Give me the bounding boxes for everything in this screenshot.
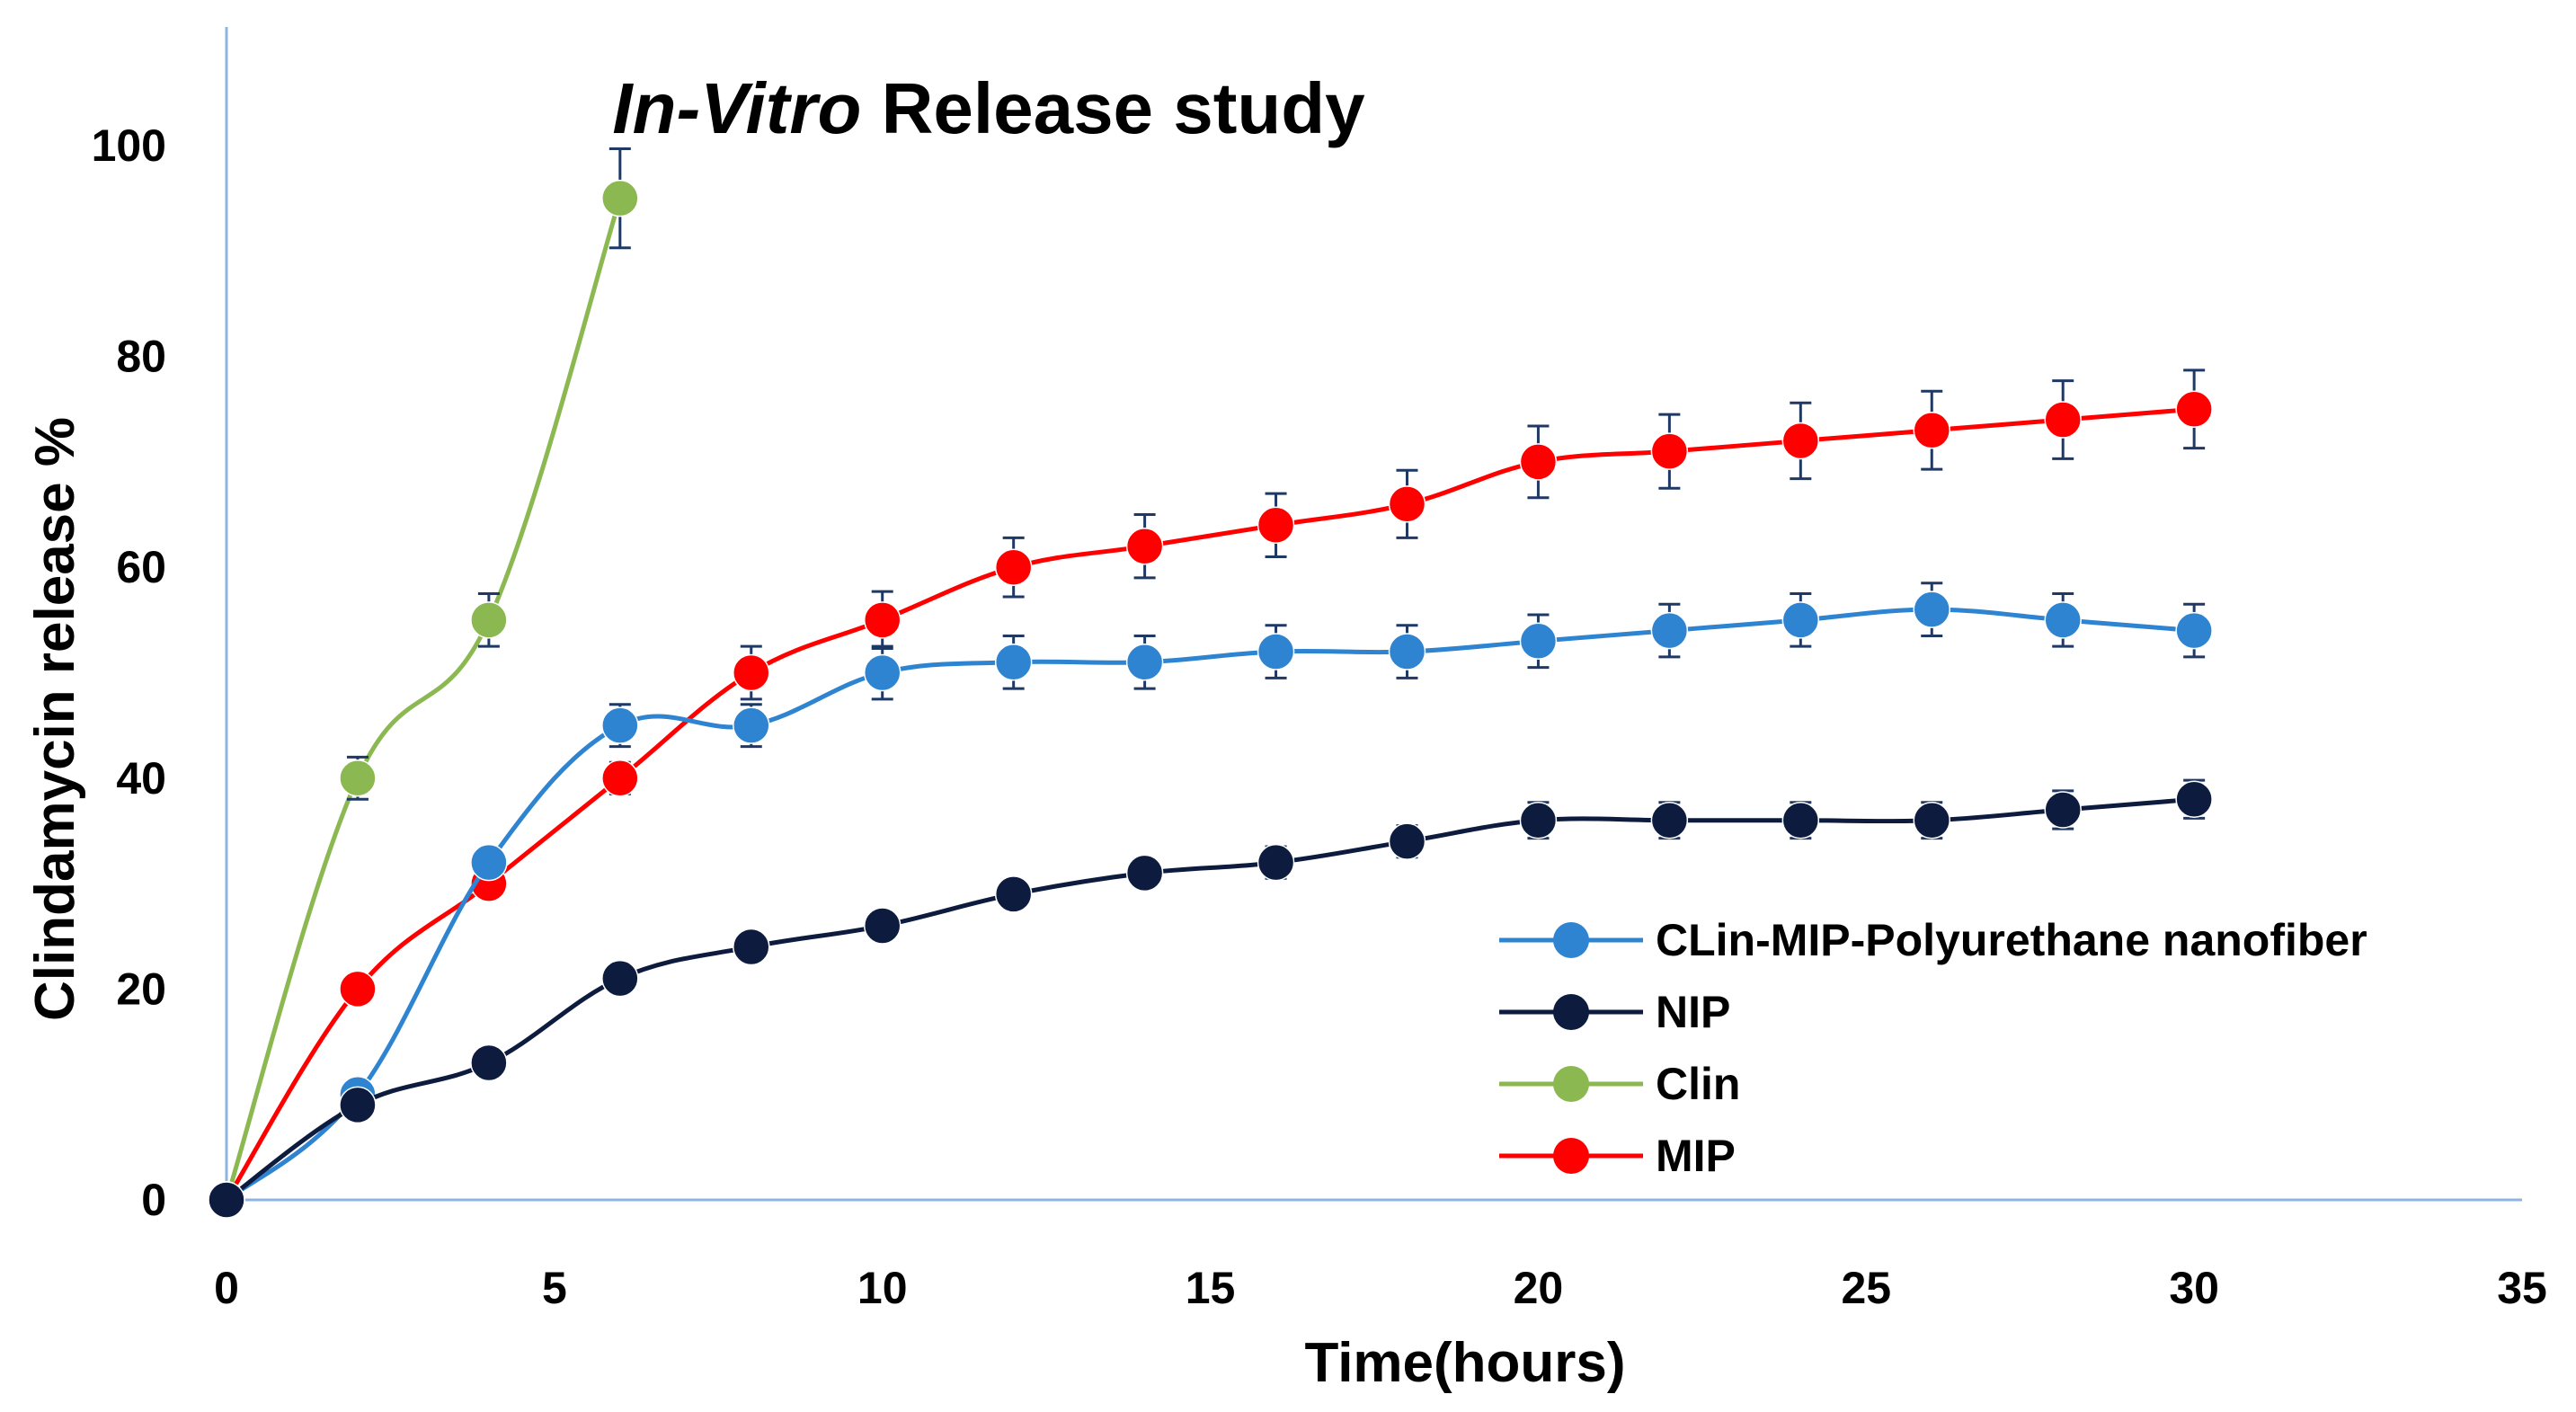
data-point — [994, 548, 1033, 586]
data-point — [1650, 611, 1689, 650]
x-axis-title: Time(hours) — [1304, 1332, 1625, 1394]
x-tick-label: 10 — [857, 1263, 908, 1313]
data-point — [733, 653, 770, 692]
x-tick-label: 35 — [2497, 1263, 2547, 1313]
data-point — [1257, 506, 1295, 545]
data-point — [470, 601, 508, 639]
data-point — [1125, 854, 1164, 892]
data-point — [1125, 644, 1164, 681]
data-point — [470, 1043, 508, 1082]
data-point — [1257, 633, 1295, 670]
legend-label: NIP — [1656, 987, 1730, 1037]
data-point — [601, 179, 639, 218]
data-point — [339, 970, 377, 1008]
legend-marker — [1553, 922, 1589, 958]
data-point — [1650, 432, 1689, 470]
data-point — [1519, 443, 1558, 481]
data-point — [1650, 801, 1689, 839]
legend-item: MIP — [1499, 1131, 1736, 1181]
data-point — [1125, 527, 1164, 565]
x-tick-label: 5 — [542, 1263, 567, 1313]
data-point — [1519, 622, 1558, 661]
data-point — [1781, 422, 1820, 460]
legend-item: Clin — [1499, 1059, 1740, 1109]
tick-labels: 0 5 10 15 20 25 30 35 0 20 40 60 80 100 — [92, 120, 2547, 1313]
data-point — [1388, 633, 1426, 670]
series-clin-mip-polyurethane-nanofiber — [208, 582, 2213, 1219]
chart-title-rest: Release study — [861, 68, 1365, 148]
legend: CLin-MIP-Polyurethane nanofiber NIP Clin MI… — [1499, 915, 2367, 1181]
series-layer — [208, 147, 2213, 1219]
legend-marker — [1553, 1066, 1589, 1102]
data-point — [1913, 801, 1951, 839]
data-point — [339, 1086, 377, 1124]
data-point — [733, 706, 770, 744]
x-tick-label: 30 — [2169, 1263, 2219, 1313]
data-point — [2175, 390, 2213, 428]
data-point — [470, 843, 508, 882]
data-point — [1519, 801, 1558, 839]
data-point — [339, 759, 377, 797]
data-point — [1781, 601, 1820, 639]
data-point — [601, 959, 639, 998]
data-point — [994, 875, 1033, 913]
chart-title: In-Vitro Release study — [612, 68, 1365, 148]
series-line — [225, 796, 2195, 1203]
legend-marker — [1553, 1138, 1589, 1174]
data-point — [1913, 411, 1951, 449]
data-point — [863, 601, 902, 639]
data-point — [863, 653, 902, 692]
data-point — [2044, 601, 2082, 639]
data-point — [863, 907, 902, 945]
series-nip — [208, 778, 2213, 1219]
series-mip — [208, 369, 2213, 1219]
series-line — [224, 197, 623, 1201]
x-tick-label: 20 — [1514, 1263, 1564, 1313]
chart-title-italic: In-Vitro — [612, 68, 861, 148]
data-point — [2175, 611, 2213, 650]
y-tick-label: 40 — [116, 753, 166, 804]
y-tick-label: 60 — [116, 542, 166, 592]
axes — [223, 27, 2522, 1203]
legend-item: NIP — [1499, 987, 1730, 1037]
data-point — [733, 928, 770, 966]
series-clin — [208, 147, 639, 1219]
legend-label: Clin — [1656, 1059, 1740, 1109]
x-tick-label: 0 — [214, 1263, 239, 1313]
series-line — [225, 607, 2195, 1202]
y-tick-label: 20 — [116, 964, 166, 1014]
legend-marker — [1553, 994, 1589, 1030]
data-point — [1388, 485, 1426, 523]
legend-label: CLin-MIP-Polyurethane nanofiber — [1656, 915, 2367, 965]
data-point — [1781, 801, 1820, 839]
data-point — [1388, 822, 1426, 860]
y-axis-title: Clindamycin release % — [24, 417, 86, 1021]
data-point — [2044, 401, 2082, 439]
data-point — [208, 1181, 245, 1219]
data-point — [601, 706, 639, 744]
y-tick-label: 100 — [92, 120, 166, 171]
legend-item: CLin-MIP-Polyurethane nanofiber — [1499, 915, 2367, 965]
y-tick-label: 80 — [116, 332, 166, 382]
x-tick-label: 15 — [1186, 1263, 1236, 1313]
data-point — [1913, 591, 1951, 628]
data-point — [601, 759, 639, 797]
legend-label: MIP — [1656, 1131, 1736, 1181]
y-tick-label: 0 — [141, 1175, 166, 1225]
data-point — [2175, 780, 2213, 819]
series-line — [224, 406, 2195, 1202]
data-point — [2044, 791, 2082, 829]
data-point — [1257, 843, 1295, 882]
data-point — [994, 644, 1033, 681]
x-tick-label: 25 — [1841, 1263, 1891, 1313]
